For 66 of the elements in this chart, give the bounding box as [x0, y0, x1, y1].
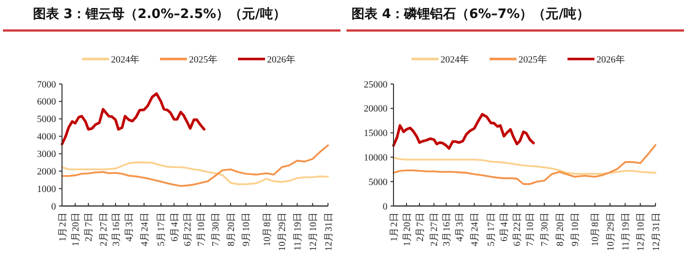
x-tick-label: 12月31日 — [323, 212, 334, 251]
x-tick-label: 2月27日 — [429, 212, 440, 246]
x-tick-label: 6月22日 — [182, 212, 194, 246]
line-series — [392, 112, 535, 150]
x-tick-label: 8月20日 — [226, 212, 237, 246]
y-tick-label: 3000 — [37, 150, 56, 160]
legend-label: 2025年 — [189, 54, 218, 66]
legend-label: 2025年 — [518, 54, 548, 66]
x-tick-label: 1月2日 — [388, 212, 400, 242]
x-tick-label: 10月8日 — [590, 212, 602, 246]
y-tick-label: 2000 — [37, 167, 56, 178]
x-tick-label: 1月20日 — [70, 212, 82, 246]
x-tick-label: 3月16日 — [441, 212, 452, 246]
x-tick-label: 2月7日 — [84, 212, 95, 242]
x-tick-label: 1月20日 — [402, 212, 413, 246]
y-tick-label: 1000 — [37, 184, 56, 195]
x-tick-label: 10月29日 — [605, 212, 616, 251]
x-tick-label: 2月27日 — [98, 212, 110, 246]
line-series — [61, 162, 329, 186]
legend-label: 2024年 — [440, 54, 470, 66]
x-tick-label: 4月3日 — [124, 212, 135, 242]
chart-title: 图表 4：磷锂铝石（6%–7%）（元/吨） — [352, 7, 590, 22]
x-tick-label: 12月31日 — [650, 212, 662, 251]
y-tick-label: 15000 — [364, 129, 388, 140]
x-tick-label: 7月10日 — [196, 212, 207, 246]
x-tick-label: 9月10日 — [241, 212, 252, 246]
legend-label: 2026年 — [267, 54, 296, 66]
x-tick-label: 6月4日 — [169, 212, 180, 242]
x-tick-label: 4月24日 — [470, 212, 481, 246]
x-tick-label: 6月4日 — [499, 212, 510, 242]
x-tick-label: 11月19日 — [292, 212, 304, 251]
y-tick-label: 10000 — [364, 154, 388, 164]
y-tick-label: 25000 — [364, 80, 388, 90]
x-tick-label: 12月10日 — [308, 212, 319, 251]
line-series — [60, 92, 206, 146]
x-tick-label: 7月30日 — [540, 212, 551, 246]
x-tick-label: 10月8日 — [262, 212, 273, 246]
x-tick-label: 4月24日 — [139, 212, 150, 246]
x-tick-label: 5月17日 — [486, 212, 498, 246]
x-tick-label: 1月2日 — [57, 212, 68, 242]
y-tick-label: 4000 — [37, 132, 56, 143]
line-series — [61, 144, 329, 187]
legend-label: 2026年 — [596, 54, 626, 66]
line-series — [392, 156, 656, 175]
x-tick-label: 7月30日 — [210, 212, 222, 246]
y-tick-label: 20000 — [364, 104, 388, 115]
x-tick-label: 5月17日 — [156, 212, 168, 246]
x-tick-label: 9月10日 — [570, 212, 581, 246]
x-tick-label: 3月16日 — [110, 212, 122, 246]
y-tick-label: 0 — [51, 202, 56, 212]
x-tick-label: 2月7日 — [414, 212, 426, 242]
line-series — [392, 144, 656, 185]
legend-label: 2024年 — [111, 54, 140, 66]
x-tick-label: 8月20日 — [554, 212, 566, 246]
x-tick-label: 7月10日 — [525, 212, 536, 246]
x-tick-label: 4月3日 — [454, 212, 466, 242]
y-tick-label: 7000 — [37, 80, 56, 90]
x-tick-label: 12月10日 — [636, 212, 647, 251]
chart-title: 图表 3：锂云母（2.0%–2.5%）（元/吨） — [33, 7, 286, 22]
y-tick-label: 6000 — [37, 98, 56, 108]
x-tick-label: 10月29日 — [277, 212, 288, 251]
y-tick-label: 5000 — [368, 178, 388, 188]
y-tick-label: 0 — [382, 202, 388, 212]
y-tick-label: 5000 — [37, 115, 56, 126]
x-tick-label: 11月19日 — [620, 212, 632, 251]
x-tick-label: 6月22日 — [512, 212, 524, 246]
